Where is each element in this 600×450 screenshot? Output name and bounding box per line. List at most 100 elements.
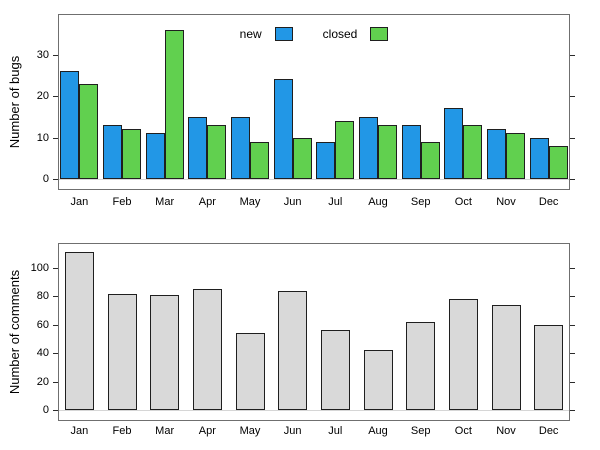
bar-closed-jun	[292, 137, 312, 179]
bar-comments-nov	[491, 304, 521, 410]
bar-closed-may	[250, 141, 269, 179]
y-tick-left	[53, 137, 58, 139]
bar-comments-dec	[534, 324, 564, 410]
bar-new-dec	[529, 137, 549, 179]
bar-closed-feb	[122, 129, 141, 179]
x-tick-label-may: May	[239, 196, 261, 208]
bar-comments-jul	[320, 330, 350, 410]
bar-comments-apr	[192, 289, 222, 410]
x-tick-label-jul: Jul	[328, 425, 343, 437]
legend-label-new: new	[239, 27, 262, 41]
bar-comments-oct	[448, 299, 478, 410]
y-tick-right	[570, 137, 575, 139]
bar-new-aug	[359, 116, 378, 179]
y-tick-left	[53, 410, 58, 411]
bar-new-jul	[316, 141, 336, 179]
legend-swatch-new-icon	[274, 27, 293, 41]
zero-line	[59, 410, 569, 411]
y-tick-left	[53, 268, 58, 269]
bar-comments-jan	[64, 252, 94, 410]
y-tick-left	[53, 54, 58, 56]
bar-new-mar	[145, 133, 165, 179]
bar-closed-aug	[378, 125, 397, 179]
bar-comments-jun	[278, 290, 308, 410]
y-tick-right	[570, 96, 575, 97]
y-tick-label: 40	[36, 347, 49, 360]
bar-new-feb	[103, 125, 122, 179]
x-tick-label-oct: Oct	[454, 425, 472, 437]
bar-new-nov	[487, 129, 506, 179]
y-tick-right	[570, 54, 575, 56]
x-tick-label-dec: Dec	[538, 425, 559, 437]
bar-new-oct	[444, 108, 464, 179]
x-tick-label-mar: Mar	[155, 196, 175, 208]
x-tick-label-nov: Nov	[496, 196, 516, 208]
x-tick-label-dec: Dec	[538, 196, 559, 208]
bar-comments-feb	[107, 293, 137, 410]
x-tick-label-oct: Oct	[454, 196, 472, 208]
y-tick-left	[53, 353, 58, 355]
y-tick-label: 20	[36, 90, 49, 102]
y-tick-label: 20	[36, 375, 49, 388]
zero-line	[59, 179, 569, 180]
bar-closed-mar	[164, 29, 184, 179]
bar-closed-jul	[335, 120, 355, 179]
y-tick-right	[570, 179, 575, 180]
bar-new-jun	[273, 79, 293, 179]
y-tick-label: 80	[36, 290, 49, 303]
x-tick-label-apr: Apr	[198, 196, 216, 208]
x-tick-label-feb: Feb	[112, 196, 132, 208]
x-tick-label-aug: Aug	[368, 196, 388, 208]
bar-closed-apr	[207, 125, 227, 179]
legend-swatch-closed-icon	[370, 27, 389, 41]
x-tick-label-sep: Sep	[410, 196, 431, 208]
y-tick-left	[53, 296, 58, 298]
y-tick-label: 30	[36, 48, 49, 61]
x-tick-label-apr: Apr	[198, 425, 216, 437]
y-tick-right	[570, 410, 575, 411]
y-tick-right	[570, 353, 575, 355]
x-tick-label-jun: Jun	[283, 196, 302, 208]
y-tick-label: 0	[42, 173, 49, 185]
y-tick-right	[570, 268, 575, 269]
x-tick-label-nov: Nov	[496, 425, 516, 437]
x-tick-label-aug: Aug	[368, 425, 388, 437]
bar-closed-sep	[420, 141, 440, 179]
bar-closed-jan	[79, 83, 99, 179]
y-axis-title-bugs: Number of bugs	[7, 55, 22, 149]
y-tick-label: 0	[42, 404, 49, 416]
y-tick-left	[53, 381, 58, 383]
bar-comments-aug	[363, 350, 393, 410]
bar-comments-sep	[406, 321, 436, 410]
y-tick-left	[53, 324, 58, 326]
x-tick-label-jul: Jul	[328, 196, 343, 208]
x-tick-label-mar: Mar	[155, 425, 175, 437]
bar-closed-oct	[463, 125, 483, 179]
x-tick-label-jan: Jan	[70, 425, 89, 437]
x-tick-label-may: May	[239, 425, 261, 437]
x-tick-label-jun: Jun	[283, 425, 302, 437]
x-tick-label-sep: Sep	[410, 425, 431, 437]
bar-new-apr	[188, 116, 208, 179]
bar-new-sep	[401, 125, 421, 179]
plot-area-comments	[58, 243, 570, 421]
y-tick-right	[570, 324, 575, 326]
y-tick-right	[570, 296, 575, 298]
plot-area-bugs	[58, 14, 570, 190]
bar-new-jan	[60, 71, 80, 179]
bar-closed-nov	[506, 133, 525, 179]
bar-comments-mar	[150, 294, 180, 410]
legend-label-closed: closed	[322, 27, 358, 41]
bar-comments-may	[235, 333, 265, 410]
y-tick-left	[53, 96, 58, 97]
y-tick-label: 60	[36, 318, 49, 331]
x-tick-label-feb: Feb	[112, 425, 132, 437]
bar-closed-dec	[548, 145, 568, 179]
y-tick-left	[53, 179, 58, 180]
x-tick-label-jan: Jan	[70, 196, 89, 208]
legend: new closed	[58, 26, 570, 42]
y-tick-label: 100	[30, 262, 49, 274]
y-tick-label: 10	[36, 131, 49, 144]
bar-new-may	[231, 116, 250, 179]
